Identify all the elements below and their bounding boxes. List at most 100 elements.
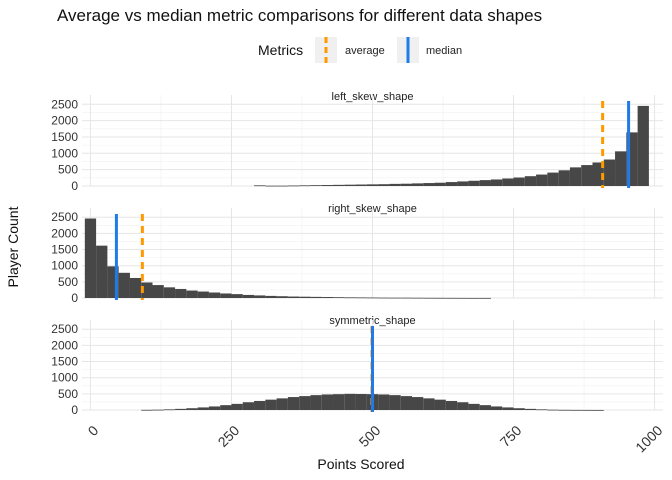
- histogram-bar: [592, 162, 604, 186]
- histogram-bar: [310, 296, 322, 298]
- y-tick-label: 500: [58, 275, 78, 289]
- histogram-bar: [163, 409, 176, 411]
- x-tick-label: 500: [356, 422, 384, 450]
- histogram-bar: [581, 409, 593, 411]
- histogram-bar: [175, 288, 187, 298]
- histogram-bar: [445, 297, 458, 299]
- y-tick-label: 0: [71, 179, 78, 193]
- histogram-bar: [411, 183, 424, 186]
- y-tick-label: 1000: [51, 371, 78, 385]
- histogram-bar: [186, 290, 198, 298]
- histogram-bar: [445, 400, 458, 410]
- histogram-bar: [333, 394, 345, 410]
- histogram-bar: [434, 182, 446, 186]
- facet-panels: left_skew_shape05001000150020002500right…: [51, 91, 663, 417]
- histogram-bar: [242, 294, 255, 298]
- histogram-bar: [547, 172, 559, 186]
- x-axis-ticks: 0 250 500 750 1000: [85, 422, 666, 455]
- histogram-bar: [254, 400, 266, 410]
- histogram-bar: [208, 292, 221, 298]
- histogram-bar: [547, 409, 559, 411]
- histogram-bar: [242, 402, 255, 410]
- histogram-bar: [502, 407, 514, 410]
- histogram-bar: [118, 272, 130, 298]
- histogram-bar: [411, 297, 424, 299]
- y-tick-label: 2500: [51, 322, 78, 336]
- y-tick-label: 500: [58, 163, 78, 177]
- histogram-bar: [366, 297, 379, 299]
- histogram-bar: [457, 297, 469, 299]
- histogram-bar: [344, 184, 356, 186]
- histogram-bar: [276, 296, 288, 298]
- y-tick-label: 0: [71, 403, 78, 417]
- histogram-bar: [265, 295, 277, 298]
- histogram-bar: [197, 407, 209, 410]
- histogram-bar: [355, 297, 367, 299]
- histogram-bar: [615, 151, 627, 186]
- y-tick-label: 2500: [51, 210, 78, 224]
- histogram-bar: [389, 395, 401, 410]
- histogram-bar: [536, 409, 548, 411]
- histogram-bar: [299, 185, 311, 187]
- histogram-bar: [468, 180, 480, 186]
- y-tick-label: 2000: [51, 226, 78, 240]
- histogram-bar: [468, 403, 480, 410]
- y-tick-label: 1000: [51, 146, 78, 160]
- histogram-bar: [434, 297, 446, 299]
- histogram-bar: [299, 296, 311, 298]
- histogram-bar: [558, 409, 570, 411]
- histogram-bar: [152, 285, 164, 298]
- histogram-bar: [524, 408, 537, 410]
- histogram-bar: [581, 165, 593, 186]
- histogram-bar: [163, 287, 176, 298]
- histogram-bar: [254, 185, 266, 187]
- histogram-bar: [468, 297, 480, 299]
- histogram-bar: [231, 403, 243, 410]
- histogram-bar: [129, 277, 142, 298]
- histogram-bar: [265, 399, 277, 410]
- y-axis-title: Player Count: [5, 206, 21, 287]
- histogram-bar: [321, 394, 334, 410]
- histogram-bar: [107, 266, 119, 298]
- histogram-bar: [378, 297, 390, 299]
- y-tick-label: 0: [71, 291, 78, 305]
- histogram-bar: [411, 397, 424, 410]
- histogram-bar: [276, 185, 288, 187]
- histogram-bar: [592, 409, 604, 411]
- histogram-bar: [175, 408, 187, 410]
- histogram-bar: [321, 297, 334, 298]
- legend-label-average: average: [345, 45, 385, 57]
- histogram-bar: [400, 297, 412, 299]
- histogram-bar: [479, 297, 491, 299]
- histogram-bar: [378, 184, 390, 186]
- y-tick-label: 1000: [51, 259, 78, 273]
- histogram-bar: [423, 183, 435, 186]
- y-tick-label: 2500: [51, 97, 78, 111]
- x-axis-title: Points Scored: [317, 456, 404, 472]
- histogram-bar: [299, 396, 311, 410]
- histogram-bar: [220, 293, 232, 298]
- histogram-bar: [310, 185, 322, 186]
- histogram-bar: [321, 185, 334, 186]
- histogram-bar: [479, 405, 491, 410]
- histogram-bar: [333, 297, 345, 298]
- histogram-bar: [355, 184, 367, 186]
- chart-title: Average vs median metric comparisons for…: [57, 6, 542, 25]
- legend-title: Metrics: [258, 42, 303, 58]
- histogram-bar: [389, 183, 401, 186]
- histogram-bar: [558, 170, 570, 186]
- y-tick-label: 2000: [51, 114, 78, 128]
- x-tick-label: 750: [497, 422, 525, 450]
- histogram-bar: [344, 393, 356, 410]
- histogram-bar: [457, 181, 469, 186]
- y-tick-label: 2000: [51, 338, 78, 352]
- histogram-bar: [265, 185, 277, 187]
- y-tick-label: 500: [58, 387, 78, 401]
- histogram-bar: [502, 178, 514, 186]
- histogram-bar: [355, 394, 367, 410]
- histogram-bar: [186, 408, 198, 410]
- histogram-bar: [457, 402, 469, 410]
- histogram-bar: [344, 297, 356, 299]
